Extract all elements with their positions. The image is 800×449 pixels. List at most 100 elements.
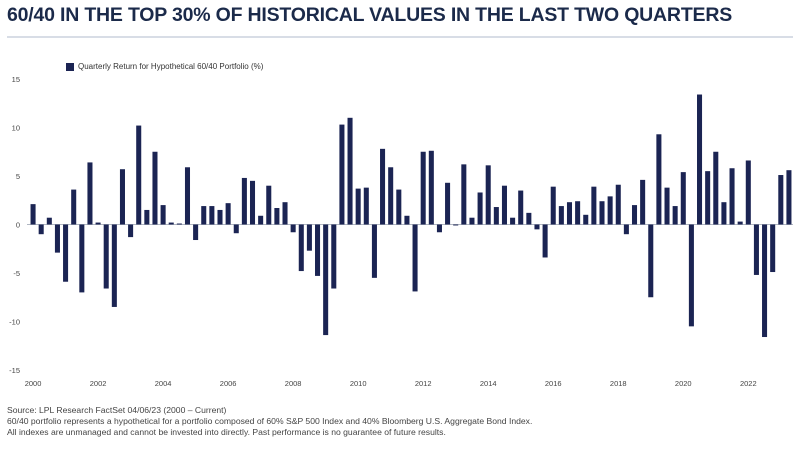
bar [128, 224, 134, 238]
bar [339, 124, 345, 225]
bar [380, 148, 386, 225]
x-tick-label: 2018 [610, 379, 627, 388]
bar [664, 187, 670, 225]
bar [640, 179, 646, 225]
bar [526, 212, 532, 225]
bar [705, 171, 711, 225]
disclaimer-portfolio: 60/40 portfolio represents a hypothetica… [7, 416, 533, 426]
legend-swatch [66, 62, 74, 71]
bar [631, 205, 638, 225]
bar [396, 189, 402, 225]
x-tick-label: 2000 [25, 379, 42, 388]
bar [672, 206, 678, 225]
bar [184, 167, 191, 225]
bar [493, 207, 499, 225]
bar [428, 150, 434, 225]
bar [274, 208, 280, 225]
bar [347, 117, 353, 225]
bar [298, 224, 304, 272]
x-tick-label: 2010 [350, 379, 367, 388]
y-tick-label: 0 [16, 221, 20, 230]
chart-legend: Quarterly Return for Hypothetical 60/40 … [66, 62, 263, 71]
y-tick-label: 5 [16, 172, 20, 181]
bar [713, 151, 719, 225]
x-tick-label: 2002 [90, 379, 107, 388]
bar [510, 217, 516, 225]
bar [404, 215, 410, 225]
bar [95, 222, 101, 225]
bar [753, 224, 759, 275]
x-tick-label: 2014 [480, 379, 497, 388]
bar [79, 224, 85, 293]
bar [688, 224, 694, 327]
bar [103, 224, 109, 289]
bar [323, 224, 329, 336]
x-tick-label: 2022 [740, 379, 757, 388]
disclaimer-indexes: All indexes are unmanaged and cannot be … [7, 427, 446, 437]
bar [87, 162, 93, 225]
bar [648, 224, 654, 298]
bar [762, 224, 768, 338]
bar [46, 217, 52, 225]
bar [193, 224, 199, 241]
bar [566, 202, 573, 225]
x-tick-label: 2020 [675, 379, 692, 388]
y-tick-label: -5 [13, 269, 20, 278]
chart-title: 60/40 IN THE TOP 30% OF HISTORICAL VALUE… [7, 4, 733, 26]
bar [63, 224, 69, 282]
bar [745, 160, 751, 225]
bar [241, 177, 247, 225]
y-tick-label: -10 [9, 318, 20, 327]
bar [282, 202, 288, 225]
bar [542, 224, 548, 258]
bar [225, 203, 231, 225]
bar [615, 184, 621, 225]
x-tick-label: 2012 [415, 379, 432, 388]
bar [697, 94, 703, 225]
bar [623, 224, 629, 235]
bar [290, 224, 296, 233]
x-tick-label: 2016 [545, 379, 562, 388]
bar [119, 169, 125, 225]
bar [607, 196, 613, 225]
bar [388, 167, 394, 225]
bar [168, 222, 174, 225]
bar [266, 185, 272, 225]
bar-chart: -15 -10 -5 0 5 10 15 2000 2002 2004 2006 2008 2010 20… [9, 75, 793, 388]
bar [412, 224, 418, 292]
y-tick-label: -15 [9, 366, 20, 375]
bar [558, 206, 564, 225]
x-tick-label: 2004 [155, 379, 172, 388]
bar [721, 202, 727, 225]
bar [38, 224, 44, 235]
bar [729, 168, 735, 225]
bar [258, 215, 264, 225]
bar [445, 182, 451, 225]
bar [136, 125, 142, 225]
bar [786, 170, 792, 225]
bar [371, 224, 377, 278]
bar [71, 189, 77, 225]
bar [656, 134, 662, 225]
y-tick-label: 10 [12, 124, 20, 133]
bar [778, 175, 784, 225]
legend-label: Quarterly Return for Hypothetical 60/40 … [78, 62, 264, 71]
bar [160, 205, 166, 225]
bar [575, 201, 581, 225]
bar [534, 224, 540, 230]
bar [30, 204, 36, 225]
bar [111, 224, 117, 307]
title-divider [7, 36, 793, 38]
bar [331, 224, 337, 289]
bar [737, 221, 743, 225]
bar [217, 209, 223, 225]
bar [176, 223, 182, 225]
bar [54, 224, 60, 253]
bar [420, 151, 426, 225]
bar [315, 224, 321, 276]
bar [355, 188, 361, 225]
chart-footer: Source: LPL Research FactSet 04/06/23 (2… [7, 405, 532, 438]
bar [591, 186, 597, 225]
bar [453, 224, 459, 226]
bar [770, 224, 776, 273]
